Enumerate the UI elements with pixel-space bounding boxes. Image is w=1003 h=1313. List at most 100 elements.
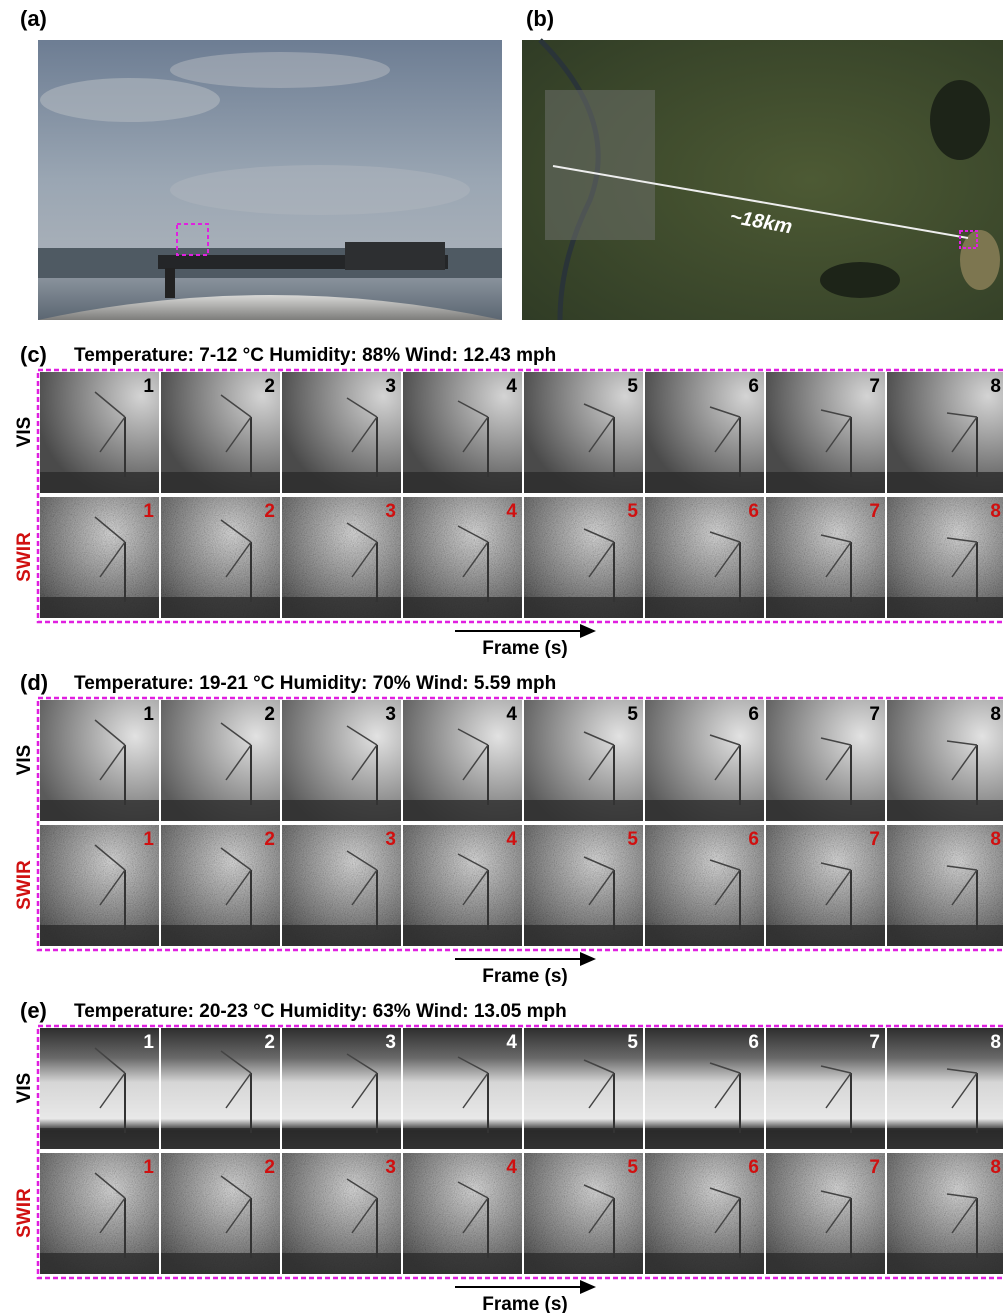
- frame-number: 8: [990, 704, 1001, 725]
- frame-number: 1: [143, 704, 154, 725]
- frame: 3: [282, 1028, 401, 1149]
- frame: 8: [887, 1153, 1003, 1274]
- ground: [887, 925, 1003, 946]
- ground: [766, 800, 885, 821]
- ground: [645, 472, 764, 493]
- frame: 5: [524, 497, 643, 618]
- frame: 1: [40, 1153, 159, 1274]
- frame-number: 7: [869, 1157, 880, 1178]
- frame: 7: [766, 1028, 885, 1149]
- frame-number: 7: [869, 704, 880, 725]
- ground: [161, 472, 280, 493]
- frame-number: 5: [627, 376, 638, 397]
- frame: 8: [887, 497, 1003, 618]
- frame-number: 3: [385, 1032, 396, 1053]
- ground: [887, 1253, 1003, 1274]
- frame: 4: [403, 825, 522, 946]
- frame: 2: [161, 825, 280, 946]
- ground: [524, 800, 643, 821]
- frame-number: 8: [990, 829, 1001, 850]
- row-label: VIS: [14, 1073, 35, 1104]
- row-label: SWIR: [14, 860, 35, 910]
- frame-number: 3: [385, 704, 396, 725]
- ground: [524, 472, 643, 493]
- ground: [645, 800, 764, 821]
- arrow-head: [580, 1280, 596, 1294]
- frame-number: 2: [264, 376, 275, 397]
- frame-number: 7: [869, 829, 880, 850]
- frame: 1: [40, 700, 159, 821]
- row-label: VIS: [14, 745, 35, 776]
- frame: 6: [645, 1028, 764, 1149]
- frame: 2: [161, 497, 280, 618]
- frame: 7: [766, 497, 885, 618]
- frame-number: 5: [627, 1032, 638, 1053]
- ground: [282, 925, 401, 946]
- frame-number: 5: [627, 829, 638, 850]
- frame-number: 7: [869, 1032, 880, 1053]
- axis-label: Frame (s): [482, 1294, 568, 1313]
- frame-number: 4: [506, 501, 517, 522]
- frame-number: 7: [869, 501, 880, 522]
- row-label: SWIR: [14, 1188, 35, 1238]
- frame: 3: [282, 1153, 401, 1274]
- frame: 8: [887, 1028, 1003, 1149]
- frame: 3: [282, 825, 401, 946]
- frame: 4: [403, 700, 522, 821]
- frame: 3: [282, 700, 401, 821]
- ground: [766, 1253, 885, 1274]
- frame-number: 2: [264, 501, 275, 522]
- ground: [645, 597, 764, 618]
- ground: [887, 472, 1003, 493]
- ground: [282, 800, 401, 821]
- frame: 5: [524, 1028, 643, 1149]
- frame-number: 1: [143, 829, 154, 850]
- axis-label: Frame (s): [482, 966, 568, 987]
- ground: [645, 1253, 764, 1274]
- axis-label: Frame (s): [482, 638, 568, 659]
- ground: [161, 1253, 280, 1274]
- ground: [40, 597, 159, 618]
- frame-number: 1: [143, 1032, 154, 1053]
- frame-number: 4: [506, 829, 517, 850]
- frame: 4: [403, 1028, 522, 1149]
- panel-label: (d): [20, 670, 48, 695]
- frame-number: 5: [627, 1157, 638, 1178]
- ground: [161, 925, 280, 946]
- frame: 6: [645, 825, 764, 946]
- frame: 8: [887, 372, 1003, 493]
- frame-number: 2: [264, 829, 275, 850]
- panel-label: (e): [20, 998, 47, 1023]
- ground: [161, 597, 280, 618]
- frame-number: 5: [627, 501, 638, 522]
- ground: [282, 1253, 401, 1274]
- frame-number: 4: [506, 1032, 517, 1053]
- ground: [524, 1253, 643, 1274]
- row-label: SWIR: [14, 532, 35, 582]
- ground: [887, 597, 1003, 618]
- ground: [887, 800, 1003, 821]
- frame-number: 1: [143, 501, 154, 522]
- frame: 3: [282, 372, 401, 493]
- ground: [403, 1253, 522, 1274]
- ground: [403, 597, 522, 618]
- ground: [766, 925, 885, 946]
- frame-number: 8: [990, 1032, 1001, 1053]
- frame: 4: [403, 372, 522, 493]
- frame-number: 3: [385, 1157, 396, 1178]
- ground: [524, 925, 643, 946]
- frame-number: 2: [264, 1032, 275, 1053]
- ground: [524, 597, 643, 618]
- conditions: Temperature: 7-12 °C Humidity: 88% Wind:…: [74, 345, 556, 366]
- frame-number: 3: [385, 501, 396, 522]
- frame: 2: [161, 1153, 280, 1274]
- frame: 3: [282, 497, 401, 618]
- frame-number: 6: [748, 704, 759, 725]
- frame: 1: [40, 825, 159, 946]
- ground: [40, 1128, 159, 1149]
- ground: [40, 800, 159, 821]
- ground: [403, 1128, 522, 1149]
- ground: [766, 597, 885, 618]
- conditions: Temperature: 19-21 °C Humidity: 70% Wind…: [74, 673, 556, 694]
- frame-number: 4: [506, 704, 517, 725]
